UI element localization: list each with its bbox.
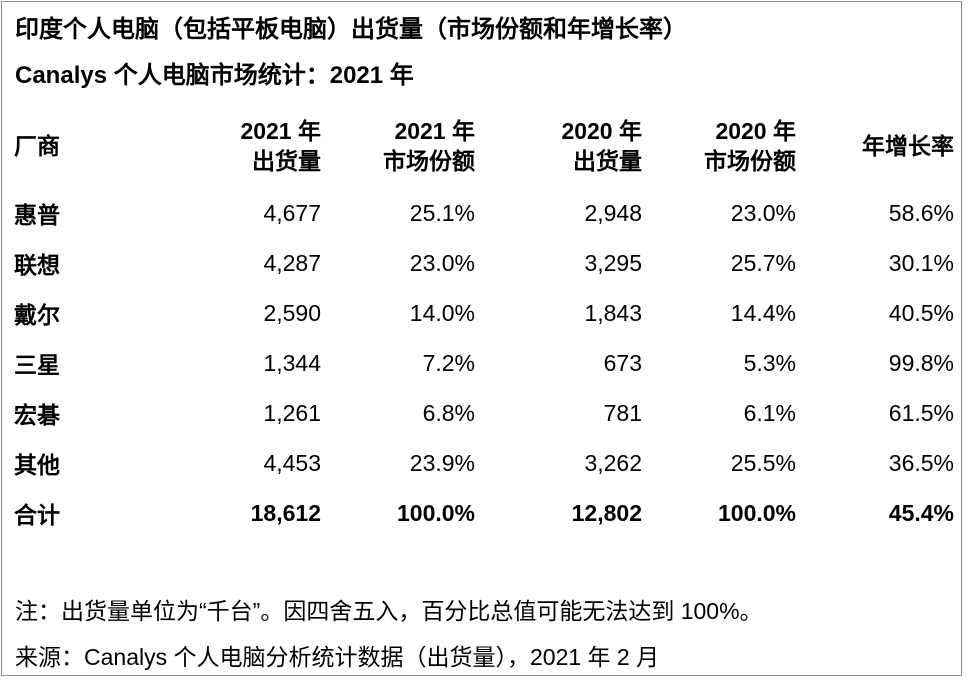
col-header-2021-shipments: 2021 年出货量 bbox=[122, 104, 321, 188]
header-line2: 市场份额 bbox=[704, 148, 796, 174]
share-2021-cell: 6.8% bbox=[422, 399, 475, 426]
col-header-2020-shipments: 2020 年出货量 bbox=[475, 104, 642, 188]
vendor-cell: 其他 bbox=[14, 452, 60, 478]
col-header-growth: 年增长率 bbox=[796, 104, 961, 188]
vendor-cell: 宏碁 bbox=[14, 402, 60, 428]
col-header-vendor: 厂商 bbox=[2, 104, 122, 188]
header-line1: 2020 年 bbox=[561, 118, 642, 144]
table-row-dell: 戴尔 2,590 14.0% 1,843 14.4% 40.5% bbox=[2, 288, 961, 338]
share-2020-cell: 25.5% bbox=[730, 449, 796, 476]
source-note: 来源：Canalys 个人电脑分析统计数据（出货量），2021 年 2 月 bbox=[15, 644, 660, 670]
table-body: 惠普 4,677 25.1% 2,948 23.0% 58.6% 联想 4,28… bbox=[2, 188, 961, 538]
col-header-2020-share: 2020 年市场份额 bbox=[642, 104, 796, 188]
header-row: 厂商 2021 年出货量 2021 年市场份额 2020 年出货量 2020 年… bbox=[2, 104, 961, 188]
share-2020-cell: 5.3% bbox=[743, 349, 796, 376]
header-line2: 出货量 bbox=[573, 148, 642, 174]
growth-cell: 30.1% bbox=[888, 249, 954, 276]
growth-cell: 40.5% bbox=[888, 299, 954, 326]
share-2021-cell: 100.0% bbox=[396, 499, 475, 526]
shipments-2020-cell: 1,843 bbox=[584, 299, 642, 326]
shipments-2021-cell: 4,287 bbox=[263, 249, 321, 276]
shipments-2020-cell: 12,802 bbox=[571, 499, 642, 526]
share-2021-cell: 23.9% bbox=[409, 449, 475, 476]
growth-cell: 58.6% bbox=[888, 199, 954, 226]
table-row-lenovo: 联想 4,287 23.0% 3,295 25.7% 30.1% bbox=[2, 238, 961, 288]
figure-title: 印度个人电脑（包括平板电脑）出货量（市场份额和年增长率） bbox=[15, 16, 687, 43]
shipments-2020-cell: 2,948 bbox=[584, 199, 642, 226]
header-line1: 2021 年 bbox=[240, 118, 321, 144]
pc-shipments-table: 厂商 2021 年出货量 2021 年市场份额 2020 年出货量 2020 年… bbox=[2, 104, 961, 538]
table-row-hp: 惠普 4,677 25.1% 2,948 23.0% 58.6% bbox=[2, 188, 961, 238]
share-2021-cell: 25.1% bbox=[409, 199, 475, 226]
header-line2: 市场份额 bbox=[383, 148, 475, 174]
share-2020-cell: 14.4% bbox=[730, 299, 796, 326]
vendor-cell: 三星 bbox=[14, 352, 60, 378]
table-figure-frame: 印度个人电脑（包括平板电脑）出货量（市场份额和年增长率） Canalys 个人电… bbox=[1, 1, 962, 676]
shipments-2021-cell: 2,590 bbox=[263, 299, 321, 326]
header-line2: 出货量 bbox=[252, 148, 321, 174]
shipments-2021-cell: 4,677 bbox=[263, 199, 321, 226]
header-line1: 2020 年 bbox=[715, 118, 796, 144]
figure-subtitle: Canalys 个人电脑市场统计：2021 年 bbox=[15, 62, 414, 89]
share-2021-cell: 23.0% bbox=[409, 249, 475, 276]
shipments-2021-cell: 18,612 bbox=[250, 499, 321, 526]
col-header-2021-share: 2021 年市场份额 bbox=[321, 104, 475, 188]
vendor-cell: 惠普 bbox=[14, 202, 60, 228]
share-2021-cell: 7.2% bbox=[422, 349, 475, 376]
header-line1: 年增长率 bbox=[862, 133, 954, 159]
shipments-2020-cell: 3,295 bbox=[584, 249, 642, 276]
share-2020-cell: 6.1% bbox=[743, 399, 796, 426]
growth-cell: 45.4% bbox=[888, 499, 954, 526]
shipments-2020-cell: 781 bbox=[603, 399, 642, 426]
table-row-total: 合计 18,612 100.0% 12,802 100.0% 45.4% bbox=[2, 488, 961, 538]
growth-cell: 61.5% bbox=[888, 399, 954, 426]
share-2020-cell: 23.0% bbox=[730, 199, 796, 226]
vendor-cell: 联想 bbox=[14, 252, 60, 278]
shipments-2020-cell: 3,262 bbox=[584, 449, 642, 476]
shipments-2021-cell: 1,344 bbox=[263, 349, 321, 376]
vendor-cell: 戴尔 bbox=[14, 302, 60, 328]
table-row-samsung: 三星 1,344 7.2% 673 5.3% 99.8% bbox=[2, 338, 961, 388]
header-line1: 厂商 bbox=[14, 133, 60, 159]
share-2021-cell: 14.0% bbox=[409, 299, 475, 326]
table-row-acer: 宏碁 1,261 6.8% 781 6.1% 61.5% bbox=[2, 388, 961, 438]
growth-cell: 36.5% bbox=[888, 449, 954, 476]
shipments-2021-cell: 4,453 bbox=[263, 449, 321, 476]
growth-cell: 99.8% bbox=[888, 349, 954, 376]
table-header: 厂商 2021 年出货量 2021 年市场份额 2020 年出货量 2020 年… bbox=[2, 104, 961, 188]
shipments-2020-cell: 673 bbox=[603, 349, 642, 376]
header-line1: 2021 年 bbox=[394, 118, 475, 144]
share-2020-cell: 100.0% bbox=[717, 499, 796, 526]
vendor-cell: 合计 bbox=[14, 502, 60, 528]
shipments-2021-cell: 1,261 bbox=[263, 399, 321, 426]
share-2020-cell: 25.7% bbox=[730, 249, 796, 276]
table-row-others: 其他 4,453 23.9% 3,262 25.5% 36.5% bbox=[2, 438, 961, 488]
footnote: 注：出货量单位为“千台”。因四舍五入，百分比总值可能无法达到 100%。 bbox=[15, 598, 763, 624]
